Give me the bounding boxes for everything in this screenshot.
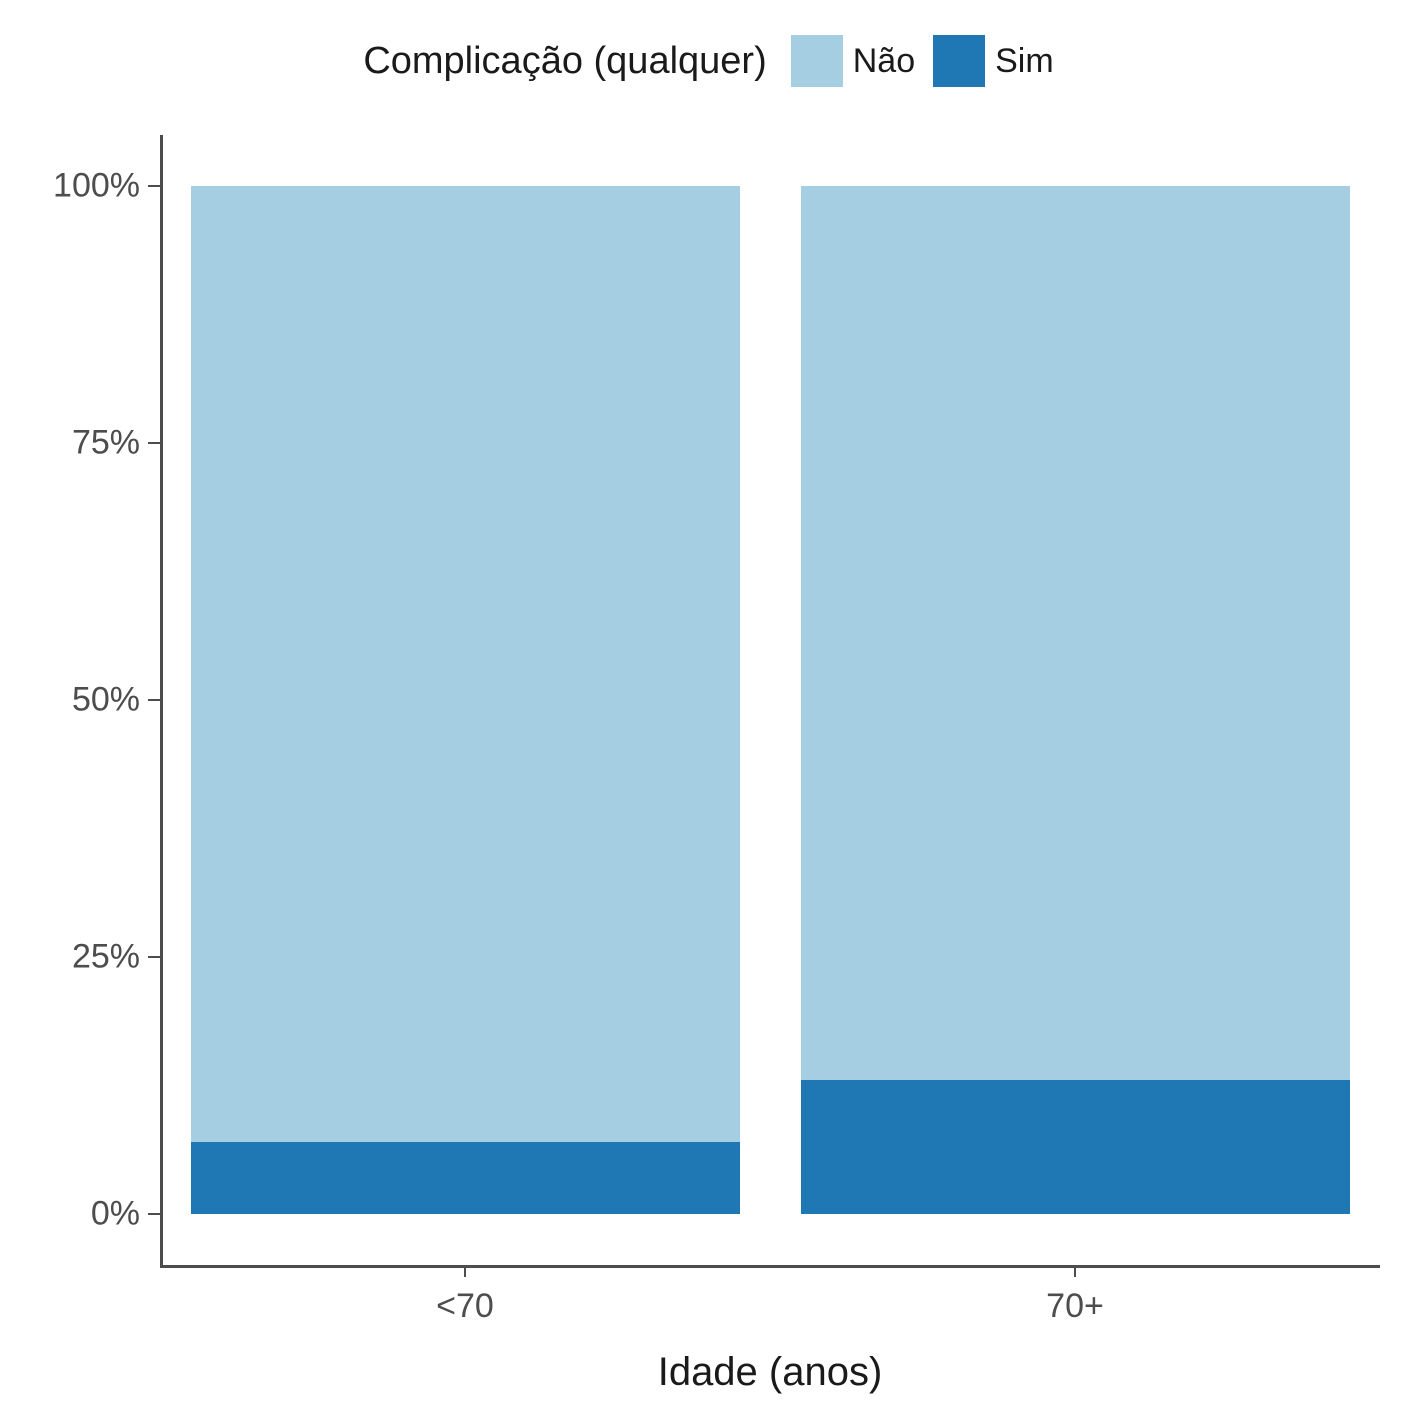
legend-label-nao: Não — [853, 42, 915, 81]
bar-segment-Não — [191, 186, 740, 1141]
x-tick-label: <70 — [436, 1287, 494, 1326]
chart-container: Complicação (qualquer) Não Sim 0% 25% 50% 7… — [0, 0, 1417, 1417]
x-axis-line — [160, 1265, 1380, 1268]
x-tick — [1074, 1265, 1076, 1277]
y-tick — [148, 442, 160, 444]
x-tick — [464, 1265, 466, 1277]
y-tick — [148, 185, 160, 187]
legend-swatch-nao — [791, 35, 843, 87]
legend-swatch-sim — [933, 35, 985, 87]
y-tick — [148, 1213, 160, 1215]
plot-area — [160, 135, 1380, 1265]
bar-segment-Não — [801, 186, 1350, 1080]
x-axis-title: Idade (anos) — [658, 1350, 883, 1395]
y-tick-label: 25% — [20, 937, 140, 976]
y-tick-label: 100% — [20, 167, 140, 206]
bar-<70 — [191, 135, 740, 1265]
legend-label-sim: Sim — [995, 42, 1054, 81]
bar-70+ — [801, 135, 1350, 1265]
legend-item-nao: Não — [791, 35, 915, 87]
legend: Complicação (qualquer) Não Sim — [0, 35, 1417, 87]
bar-segment-Sim — [801, 1080, 1350, 1214]
bar-segment-Sim — [191, 1142, 740, 1214]
y-tick — [148, 956, 160, 958]
legend-title: Complicação (qualquer) — [363, 40, 766, 83]
y-tick-label: 0% — [20, 1194, 140, 1233]
y-tick-label: 50% — [20, 681, 140, 720]
x-tick-label: 70+ — [1046, 1287, 1104, 1326]
legend-item-sim: Sim — [933, 35, 1054, 87]
y-tick — [148, 699, 160, 701]
y-tick-label: 75% — [20, 424, 140, 463]
